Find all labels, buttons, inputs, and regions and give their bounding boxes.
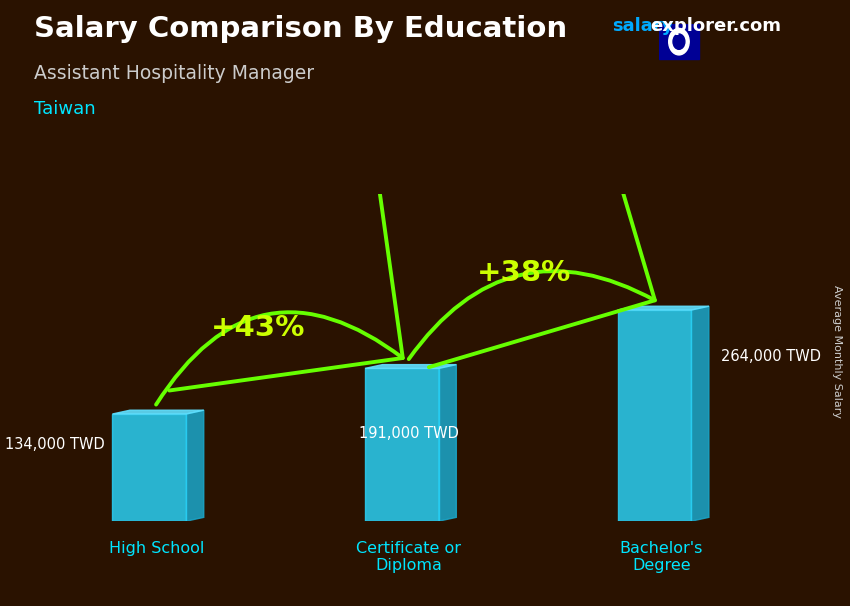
Text: Taiwan: Taiwan <box>34 100 95 118</box>
Polygon shape <box>186 410 204 521</box>
Polygon shape <box>679 42 681 55</box>
Text: Certificate or
Diploma: Certificate or Diploma <box>356 541 462 573</box>
Polygon shape <box>679 39 689 42</box>
Bar <box>618 310 691 521</box>
Polygon shape <box>670 42 679 48</box>
Polygon shape <box>670 35 679 42</box>
Polygon shape <box>679 30 684 42</box>
Polygon shape <box>439 365 456 521</box>
Bar <box>365 368 439 521</box>
Text: +38%: +38% <box>477 259 571 287</box>
Polygon shape <box>669 42 679 44</box>
Text: explorer.com: explorer.com <box>650 17 781 35</box>
Polygon shape <box>674 30 679 42</box>
Polygon shape <box>679 35 688 42</box>
Text: High School: High School <box>109 541 204 556</box>
FancyArrowPatch shape <box>409 75 654 367</box>
Circle shape <box>673 34 685 49</box>
Text: +43%: +43% <box>211 314 305 342</box>
Text: 191,000 TWD: 191,000 TWD <box>359 427 459 441</box>
Text: Assistant Hospitality Manager: Assistant Hospitality Manager <box>34 64 314 82</box>
FancyArrowPatch shape <box>156 125 403 405</box>
Polygon shape <box>674 42 679 53</box>
Polygon shape <box>679 42 684 53</box>
Text: 134,000 TWD: 134,000 TWD <box>5 436 105 451</box>
Text: Bachelor's
Degree: Bachelor's Degree <box>620 541 703 573</box>
Text: Salary Comparison By Education: Salary Comparison By Education <box>34 15 567 43</box>
Bar <box>112 414 186 521</box>
Polygon shape <box>618 306 709 310</box>
Text: salary: salary <box>612 17 673 35</box>
Bar <box>659 24 699 59</box>
Polygon shape <box>112 410 204 414</box>
Polygon shape <box>679 42 688 48</box>
Polygon shape <box>691 306 709 521</box>
Text: 264,000 TWD: 264,000 TWD <box>721 349 820 364</box>
Polygon shape <box>677 28 679 42</box>
Circle shape <box>669 28 689 55</box>
Polygon shape <box>365 365 456 368</box>
Text: Average Monthly Salary: Average Monthly Salary <box>832 285 842 418</box>
